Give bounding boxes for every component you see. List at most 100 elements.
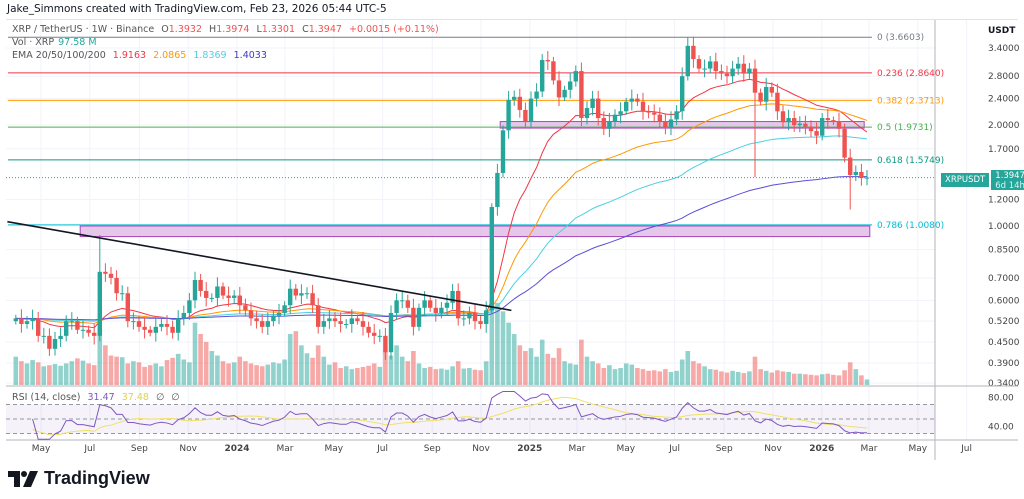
candle bbox=[461, 310, 466, 326]
volume-bar bbox=[567, 363, 573, 385]
rsi-ma-value: 37.48 bbox=[121, 392, 149, 403]
candle-body bbox=[97, 271, 102, 336]
volume-bar bbox=[153, 363, 159, 385]
candle bbox=[612, 109, 618, 127]
symbol-name[interactable]: XRP / TetherUS · 1W · Binance bbox=[12, 24, 155, 35]
candle bbox=[52, 331, 58, 356]
y-tick-label: 2.4000 bbox=[988, 95, 1020, 105]
candle-body bbox=[327, 318, 332, 322]
candle bbox=[719, 64, 724, 80]
low-value: 1.3301 bbox=[261, 24, 296, 35]
candle-body bbox=[786, 118, 791, 123]
candle-body bbox=[752, 68, 758, 93]
volume-bar bbox=[399, 356, 405, 385]
candle-body bbox=[209, 297, 214, 299]
candle-body bbox=[478, 321, 483, 324]
volume-bar bbox=[226, 363, 231, 385]
tradingview-logo[interactable]: TradingView bbox=[8, 468, 150, 489]
candle-body bbox=[372, 332, 377, 336]
volume-bar bbox=[349, 369, 355, 385]
candle bbox=[136, 315, 142, 332]
candle bbox=[596, 90, 601, 126]
candle-body bbox=[75, 321, 80, 330]
volume-value: 97.58 M bbox=[58, 37, 97, 48]
candle-body bbox=[562, 89, 567, 98]
candle bbox=[685, 37, 690, 81]
fib-level-label: 0 (3.6603) bbox=[877, 33, 924, 43]
candle bbox=[411, 298, 416, 336]
candle-body bbox=[652, 112, 657, 115]
candle-body bbox=[612, 114, 618, 122]
candle bbox=[848, 148, 853, 210]
candle bbox=[349, 309, 354, 333]
candle-body bbox=[495, 172, 500, 207]
candle-body bbox=[204, 290, 209, 298]
candle-body bbox=[512, 96, 517, 100]
candle-body bbox=[260, 321, 265, 327]
candle bbox=[125, 286, 130, 328]
volume-bar bbox=[299, 345, 304, 385]
y-tick-label: 2.8000 bbox=[988, 72, 1020, 82]
volume-bar bbox=[19, 361, 24, 385]
y-tick-label: 1.2000 bbox=[988, 195, 1020, 205]
volume-bar bbox=[707, 369, 713, 385]
volume-bar bbox=[58, 365, 63, 385]
candle-body bbox=[467, 312, 472, 319]
candle bbox=[444, 294, 450, 316]
fib-level-label: 0.382 (2.3713) bbox=[877, 96, 944, 106]
ema-50-line bbox=[15, 103, 868, 325]
candle bbox=[355, 314, 360, 325]
candle bbox=[80, 320, 86, 339]
volume-bar bbox=[187, 362, 192, 385]
volume-bar bbox=[797, 373, 803, 385]
candle bbox=[528, 91, 534, 129]
candle bbox=[41, 327, 46, 344]
volume-bar bbox=[265, 364, 271, 385]
volume-bar bbox=[741, 373, 747, 385]
candle bbox=[640, 92, 646, 120]
candle bbox=[260, 314, 265, 334]
volume-bar bbox=[836, 375, 842, 385]
rsi-ma-line bbox=[32, 396, 868, 436]
candle-body bbox=[590, 98, 595, 109]
tradingview-logo-icon bbox=[8, 470, 38, 487]
candle-body bbox=[86, 329, 91, 333]
candle-body bbox=[64, 321, 69, 336]
candle bbox=[506, 91, 511, 139]
x-tick-label: 2024 bbox=[224, 444, 249, 454]
candle-body bbox=[506, 99, 511, 131]
volume-bar bbox=[808, 374, 814, 385]
candle-body bbox=[148, 329, 153, 333]
candle bbox=[86, 325, 91, 337]
candle bbox=[859, 163, 864, 186]
candle bbox=[568, 72, 573, 99]
volume-bar bbox=[24, 363, 30, 385]
candle bbox=[814, 122, 819, 145]
volume-bar bbox=[377, 366, 383, 385]
candle bbox=[299, 284, 304, 305]
candle-body bbox=[153, 326, 158, 333]
x-tick-label: Nov bbox=[179, 444, 197, 454]
volume-bar bbox=[355, 368, 360, 385]
volume-bar bbox=[75, 358, 80, 385]
volume-bar bbox=[657, 371, 663, 385]
candle bbox=[187, 293, 192, 320]
candle-body bbox=[820, 118, 825, 136]
volume-bar bbox=[164, 360, 170, 385]
candle-body bbox=[428, 300, 433, 308]
candle-body bbox=[366, 326, 371, 333]
y-tick-label: 1.7000 bbox=[988, 145, 1020, 155]
volume-bar bbox=[136, 362, 142, 385]
candle-body bbox=[439, 307, 444, 313]
volume-bar bbox=[209, 351, 215, 385]
candle-body bbox=[19, 318, 24, 324]
candle-body bbox=[780, 111, 786, 123]
candle bbox=[668, 111, 674, 136]
volume-bar bbox=[511, 334, 517, 385]
volume-bar bbox=[332, 362, 338, 385]
candle-body bbox=[792, 118, 797, 126]
candle-body bbox=[769, 86, 774, 93]
candle bbox=[148, 325, 153, 337]
change-value: +0.0015 (+0.11%) bbox=[348, 24, 439, 35]
